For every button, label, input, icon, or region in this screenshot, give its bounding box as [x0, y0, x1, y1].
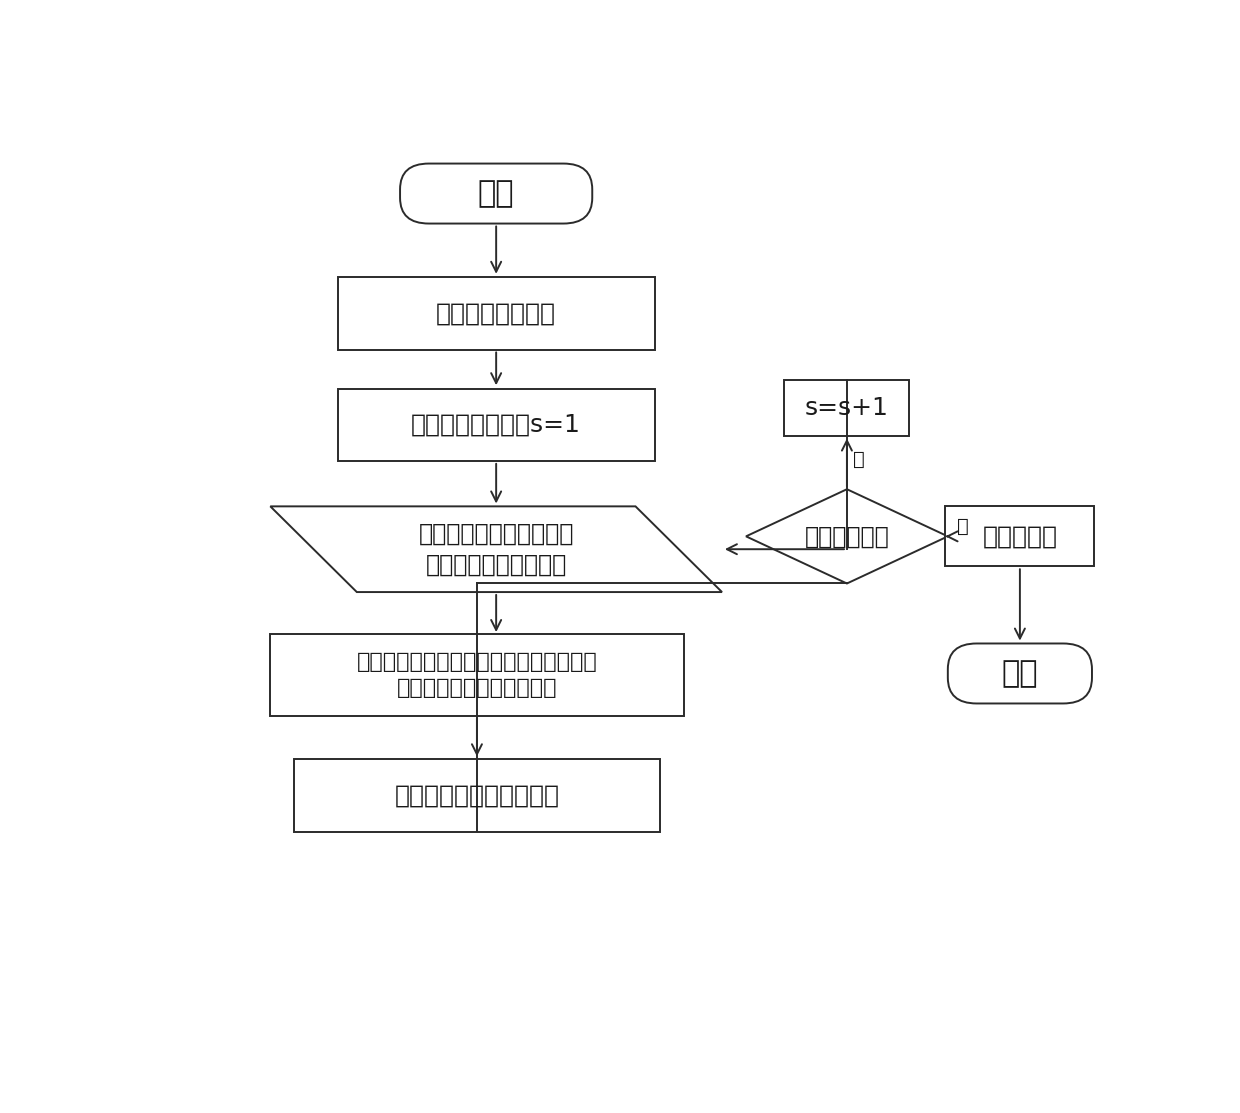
Text: 否: 否 — [853, 450, 864, 469]
Text: 最优解输出: 最优解输出 — [982, 524, 1058, 549]
Text: 是: 是 — [957, 516, 970, 535]
Text: 初始化各机组出力: 初始化各机组出力 — [436, 302, 557, 325]
Bar — [294, 759, 660, 831]
Text: s=s+1: s=s+1 — [805, 396, 889, 420]
FancyBboxPatch shape — [947, 643, 1092, 703]
Text: 进入迭代求解循环s=1: 进入迭代求解循环s=1 — [412, 413, 582, 437]
Bar — [785, 380, 909, 435]
Text: 开始: 开始 — [477, 179, 515, 208]
Bar — [337, 388, 655, 462]
Polygon shape — [746, 490, 947, 583]
Bar — [337, 277, 655, 349]
Text: 测量管道中供水温度和管
道周围介质的平均温度: 测量管道中供水温度和管 道周围介质的平均温度 — [418, 521, 574, 577]
Text: 判断是否收敛: 判断是否收敛 — [805, 524, 889, 549]
Text: 求解公式可得此时最优解: 求解公式可得此时最优解 — [394, 784, 559, 807]
Text: 结束: 结束 — [1002, 659, 1038, 688]
Text: 分别计算系统电传输损耗、系统热传输损
耗和各机组对应的惩罚因子: 分别计算系统电传输损耗、系统热传输损 耗和各机组对应的惩罚因子 — [357, 652, 598, 698]
Bar — [270, 634, 683, 716]
Polygon shape — [270, 506, 722, 592]
Bar — [945, 506, 1095, 567]
FancyBboxPatch shape — [401, 164, 593, 224]
